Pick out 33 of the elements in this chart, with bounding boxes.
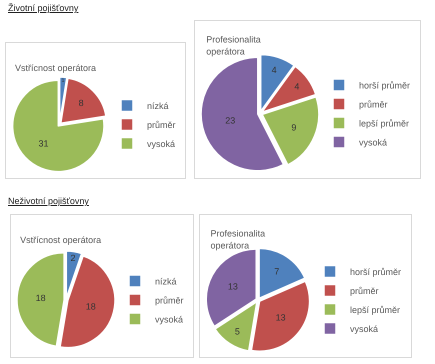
data-label: 4 bbox=[294, 82, 300, 92]
data-label: 7 bbox=[274, 266, 280, 276]
legend-label: nízká bbox=[155, 276, 177, 287]
legend-label: horší průměr bbox=[359, 80, 410, 91]
legend-label: vysoká bbox=[350, 324, 378, 334]
legend-label: vysoká bbox=[359, 138, 388, 148]
data-label: 18 bbox=[36, 292, 46, 303]
data-label: 5 bbox=[234, 326, 240, 337]
data-label: 2 bbox=[70, 253, 76, 264]
data-label: 9 bbox=[291, 122, 296, 133]
chart-title: Profesionalita operátora bbox=[210, 228, 266, 250]
legend-label: vysoká bbox=[155, 314, 184, 325]
data-label: 31 bbox=[38, 138, 48, 148]
legend-label: průměr bbox=[359, 100, 388, 110]
data-label: 18 bbox=[86, 301, 96, 312]
legend-label: průměr bbox=[147, 120, 176, 130]
legend-label: lepší průměr bbox=[359, 118, 410, 129]
legend-label: průměr bbox=[350, 286, 379, 296]
legend-label: průměr bbox=[155, 296, 184, 306]
legend-label: horší průměr bbox=[350, 267, 402, 278]
data-label: 4 bbox=[272, 65, 277, 76]
chart-title: Vstřícnost operátora bbox=[20, 234, 102, 245]
text: Neživotní pojišťovny bbox=[8, 196, 89, 206]
text: Životní pojišťovny bbox=[8, 3, 78, 13]
data-label: 23 bbox=[225, 116, 236, 126]
chart-title: Profesionalita operátora bbox=[206, 34, 261, 56]
legend-label: nízká bbox=[147, 101, 169, 112]
legend-label: lepší průměr bbox=[350, 305, 400, 316]
legend-label: vysoká bbox=[147, 139, 176, 150]
chart-title: Vstřícnost operátora bbox=[14, 62, 96, 73]
data-label: 13 bbox=[276, 312, 286, 323]
data-label: 8 bbox=[78, 98, 84, 108]
data-label: 13 bbox=[228, 281, 238, 292]
